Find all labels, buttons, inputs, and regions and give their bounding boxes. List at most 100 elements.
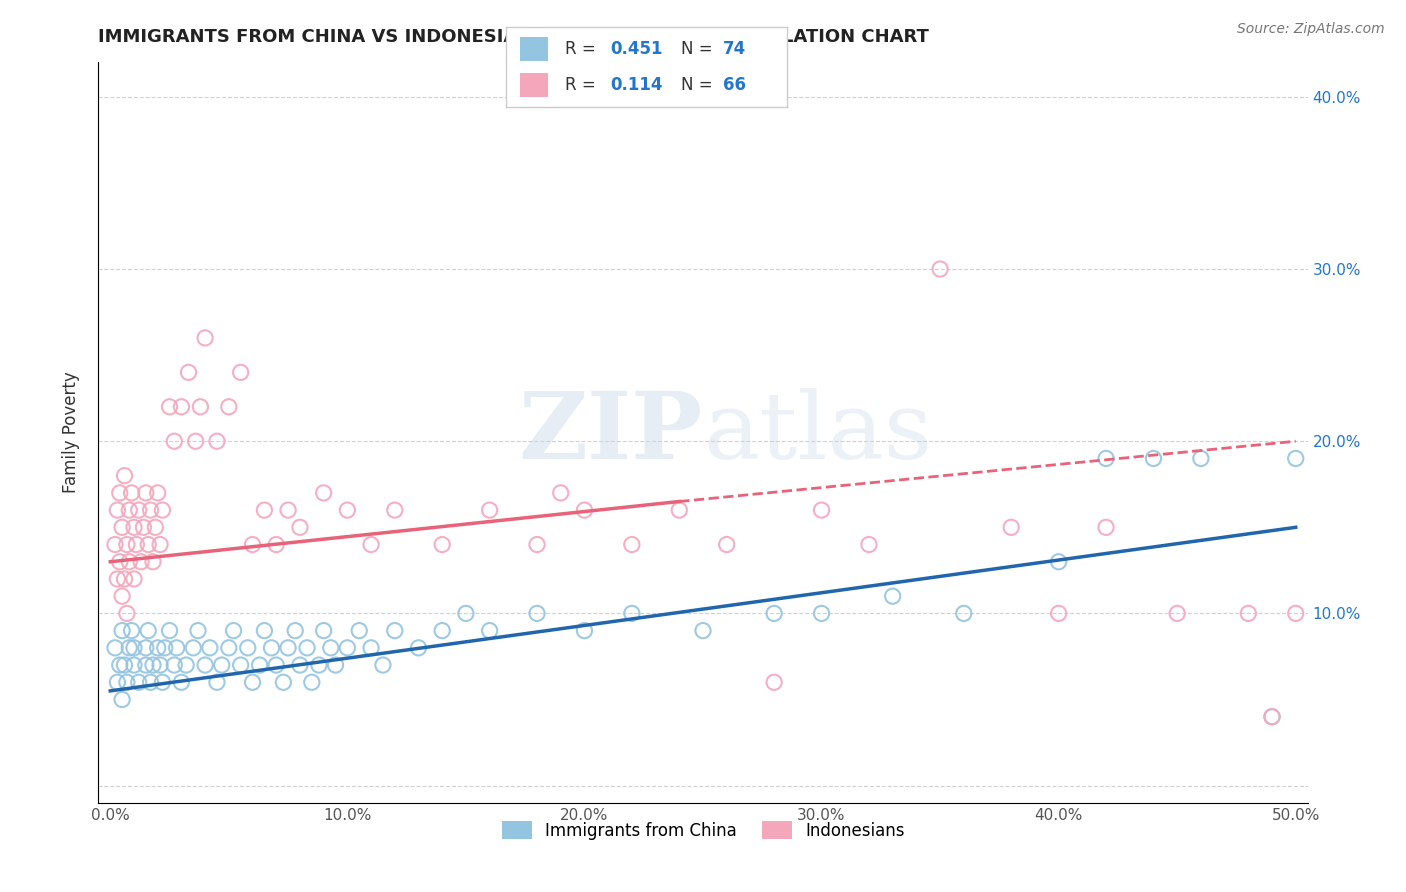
Text: 0.114: 0.114 [610,77,662,95]
Point [277,503,299,517]
Point [1261,709,1284,723]
Point [105,503,128,517]
Point [118,555,141,569]
FancyBboxPatch shape [520,37,548,62]
Point [763,675,786,690]
Text: R =: R = [565,40,602,58]
Point [184,434,207,449]
Point [132,520,155,534]
Text: Source: ZipAtlas.com: Source: ZipAtlas.com [1237,22,1385,37]
Point [526,537,548,551]
Point [118,640,141,655]
Point [143,520,166,534]
Point [454,607,477,621]
Point [194,331,217,345]
Point [163,658,186,673]
Point [810,607,832,621]
Y-axis label: Family Poverty: Family Poverty [62,372,80,493]
Point [159,624,181,638]
Text: N =: N = [681,40,717,58]
Point [142,658,165,673]
Point [264,537,287,551]
Point [108,658,131,673]
Point [336,503,359,517]
Point [692,624,714,638]
Point [136,624,159,638]
FancyBboxPatch shape [520,73,548,97]
Point [135,658,157,673]
Point [170,675,193,690]
Point [121,624,143,638]
Point [111,520,134,534]
Point [122,520,145,534]
Point [114,658,136,673]
Point [1047,607,1070,621]
Point [620,537,643,551]
Point [105,572,128,586]
Point [526,607,548,621]
Point [170,400,193,414]
Point [1095,451,1118,466]
Point [128,503,150,517]
Point [1095,520,1118,534]
Point [125,537,148,551]
Point [139,503,162,517]
Point [952,607,974,621]
Point [260,640,283,655]
Text: R =: R = [565,77,602,95]
Point [1000,520,1022,534]
Text: 66: 66 [723,77,745,95]
Point [347,624,370,638]
Point [104,537,127,551]
Point [858,537,880,551]
Point [253,503,276,517]
Point [620,607,643,621]
Point [108,555,131,569]
Point [218,640,240,655]
Point [152,675,174,690]
Point [312,486,335,500]
Point [135,640,157,655]
Point [716,537,738,551]
Point [152,503,174,517]
Point [229,365,252,379]
Point [114,468,136,483]
Point [301,675,323,690]
Point [432,537,454,551]
Text: atlas: atlas [703,388,932,477]
Point [242,537,264,551]
Point [1166,607,1188,621]
Point [1189,451,1212,466]
Text: IMMIGRANTS FROM CHINA VS INDONESIAN FAMILY POVERTY CORRELATION CHART: IMMIGRANTS FROM CHINA VS INDONESIAN FAMI… [98,28,929,45]
Point [371,658,394,673]
Point [668,503,690,517]
Text: 74: 74 [723,40,747,58]
Point [236,640,259,655]
Point [115,607,138,621]
Point [882,589,904,603]
Point [308,658,330,673]
Point [1237,607,1260,621]
Point [284,624,307,638]
Point [115,675,138,690]
Point [111,624,134,638]
Point [122,640,145,655]
Point [295,640,318,655]
Point [312,624,335,638]
Point [211,658,233,673]
Point [190,400,212,414]
Point [163,434,186,449]
Point [111,692,134,706]
Point [122,572,145,586]
Point [174,658,197,673]
Point [478,624,501,638]
Point [153,640,176,655]
Point [111,589,134,603]
Point [229,658,252,673]
Point [198,640,221,655]
Point [104,640,127,655]
Text: 0.451: 0.451 [610,40,662,58]
Point [408,640,430,655]
Point [159,400,181,414]
Text: N =: N = [681,77,717,95]
